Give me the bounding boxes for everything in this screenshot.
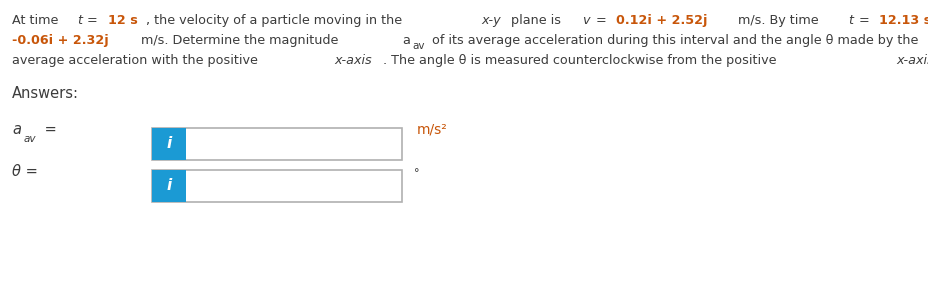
Text: Answers:: Answers: (12, 86, 79, 101)
Text: 12 s: 12 s (108, 14, 137, 27)
Text: m/s. By time: m/s. By time (733, 14, 821, 27)
Text: of its average acceleration during this interval and the angle θ made by the: of its average acceleration during this … (428, 34, 918, 47)
Text: 0.12i + 2.52j: 0.12i + 2.52j (615, 14, 706, 27)
Text: a: a (402, 34, 409, 47)
FancyBboxPatch shape (152, 128, 186, 160)
Text: =: = (854, 14, 872, 27)
Text: plane is: plane is (507, 14, 564, 27)
Text: a: a (12, 122, 21, 137)
Text: x-axis: x-axis (895, 54, 928, 67)
FancyBboxPatch shape (152, 170, 402, 202)
Text: , the velocity of a particle moving in the: , the velocity of a particle moving in t… (146, 14, 406, 27)
Text: x-y: x-y (481, 14, 501, 27)
Text: m/s²: m/s² (417, 123, 447, 137)
Text: t: t (847, 14, 852, 27)
Text: av: av (23, 134, 36, 144)
Text: =: = (591, 14, 610, 27)
Text: θ =: θ = (12, 164, 38, 179)
Text: . The angle θ is measured counterclockwise from the positive: . The angle θ is measured counterclockwi… (382, 54, 780, 67)
Text: -0.06i + 2.32j: -0.06i + 2.32j (12, 34, 109, 47)
Text: =: = (84, 14, 102, 27)
Text: =: = (40, 122, 57, 137)
Text: At time: At time (12, 14, 62, 27)
Text: x-axis: x-axis (334, 54, 371, 67)
Text: i: i (166, 136, 172, 152)
FancyBboxPatch shape (152, 128, 402, 160)
FancyBboxPatch shape (152, 170, 186, 202)
Text: av: av (411, 41, 424, 51)
Text: 12.13 s: 12.13 s (878, 14, 928, 27)
Text: v: v (581, 14, 588, 27)
Text: i: i (166, 178, 172, 194)
Text: m/s. Determine the magnitude: m/s. Determine the magnitude (136, 34, 342, 47)
Text: t: t (77, 14, 82, 27)
Text: °: ° (414, 168, 419, 178)
Text: average acceleration with the positive: average acceleration with the positive (12, 54, 262, 67)
